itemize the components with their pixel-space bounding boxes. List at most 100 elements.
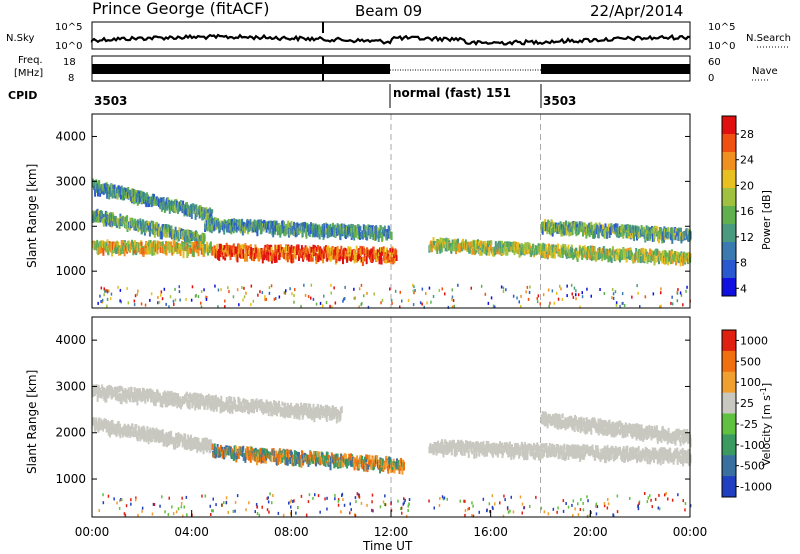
scatter-cell [606,444,609,451]
scatter-cell [307,403,310,409]
scatter-cell [211,209,214,214]
scatter-cell [198,211,201,219]
scatter-cell [580,249,583,255]
scatter-cell [170,225,173,233]
noise-cell [119,299,121,303]
scatter-cell [360,256,363,262]
scatter-cell [635,248,638,255]
scatter-cell [602,224,604,230]
scatter-cell [395,255,398,261]
scatter-cell [430,245,433,253]
scatter-cell [508,243,511,253]
scatter-cell [98,247,101,254]
scatter-cell [166,205,169,211]
scatter-cell [129,222,131,231]
scatter-cell [350,458,353,467]
scatter-cell [270,407,273,417]
scatter-cell [119,186,122,194]
noise-cell [307,295,310,298]
noise-cell [451,297,453,301]
scatter-cell [270,455,273,463]
scatter-cell [440,243,443,253]
scatter-cell [539,451,542,460]
scatter-cell [579,454,582,459]
scatter-cell [241,227,244,236]
noise-cell [556,291,558,295]
scatter-cell [540,222,543,229]
scatter-cell [192,443,195,450]
scatter-cell [262,407,265,415]
noise-cell [323,294,325,298]
noise-cell [660,304,662,308]
noise-cell [527,297,530,301]
scatter-cell [293,410,296,419]
scatter-cell [273,408,276,416]
colorbar-swatch [722,260,736,279]
scatter-cell [117,421,120,429]
scatter-cell [611,447,614,454]
scatter-cell [262,224,265,232]
scatter-cell [523,451,526,461]
scatter-cell [569,222,572,231]
scatter-cell [373,226,376,234]
y-tick-label: 2000 [55,219,86,233]
noise-cell [520,304,522,308]
beam-title: Beam 09 [355,2,422,20]
scatter-cell [240,244,243,250]
scatter-cell [643,452,646,457]
scatter-cell [218,252,221,261]
scatter-cell [549,222,552,228]
scatter-cell [241,244,244,250]
scatter-cell [256,227,259,237]
scatter-cell [289,222,292,227]
scatter-cell [248,452,251,461]
noise-cell [412,303,415,307]
scatter-cell [213,443,216,450]
noise-cell [492,304,495,308]
scatter-cell [296,222,299,229]
scatter-cell [614,223,617,232]
scatter-cell [294,229,297,238]
scatter-cell [575,227,578,237]
noise-cell [144,303,147,307]
scatter-cell [214,253,217,259]
scatter-cell [379,464,381,474]
scatter-cell [393,254,396,262]
scatter-cell [602,451,605,459]
scatter-cell [567,444,570,451]
noise-cell [639,305,641,308]
noise-cell [217,288,220,292]
scatter-cell [325,414,328,422]
scatter-cell [564,246,567,255]
scatter-cell [334,461,337,468]
scatter-cell [359,253,361,260]
scatter-cell [318,451,321,458]
scatter-cell [637,446,640,452]
scatter-cell [609,248,611,253]
scatter-cell [195,241,198,249]
noise-cell [494,305,496,309]
noise-cell [329,304,331,308]
scatter-cell [120,247,123,255]
noise-cell [259,290,261,294]
scatter-cell [197,206,200,211]
scatter-cell [276,453,279,459]
scatter-cell [259,449,262,456]
colorbar-frame [721,115,737,297]
scatter-cell [261,254,264,264]
scatter-cell [100,392,103,399]
scatter-cell [194,211,197,220]
scatter-cell [215,402,218,412]
scatter-cell [455,447,458,456]
noise-cell [542,293,545,297]
scatter-cell [361,232,364,240]
scatter-cell [646,447,648,453]
scatter-cell [113,184,116,194]
noise-cell [451,305,454,309]
scatter-cell [220,395,223,404]
noise-cell [330,291,332,295]
scatter-cell [278,400,280,407]
scatter-cell [455,443,457,452]
scatter-cell [533,442,535,447]
scatter-cell [300,245,303,250]
